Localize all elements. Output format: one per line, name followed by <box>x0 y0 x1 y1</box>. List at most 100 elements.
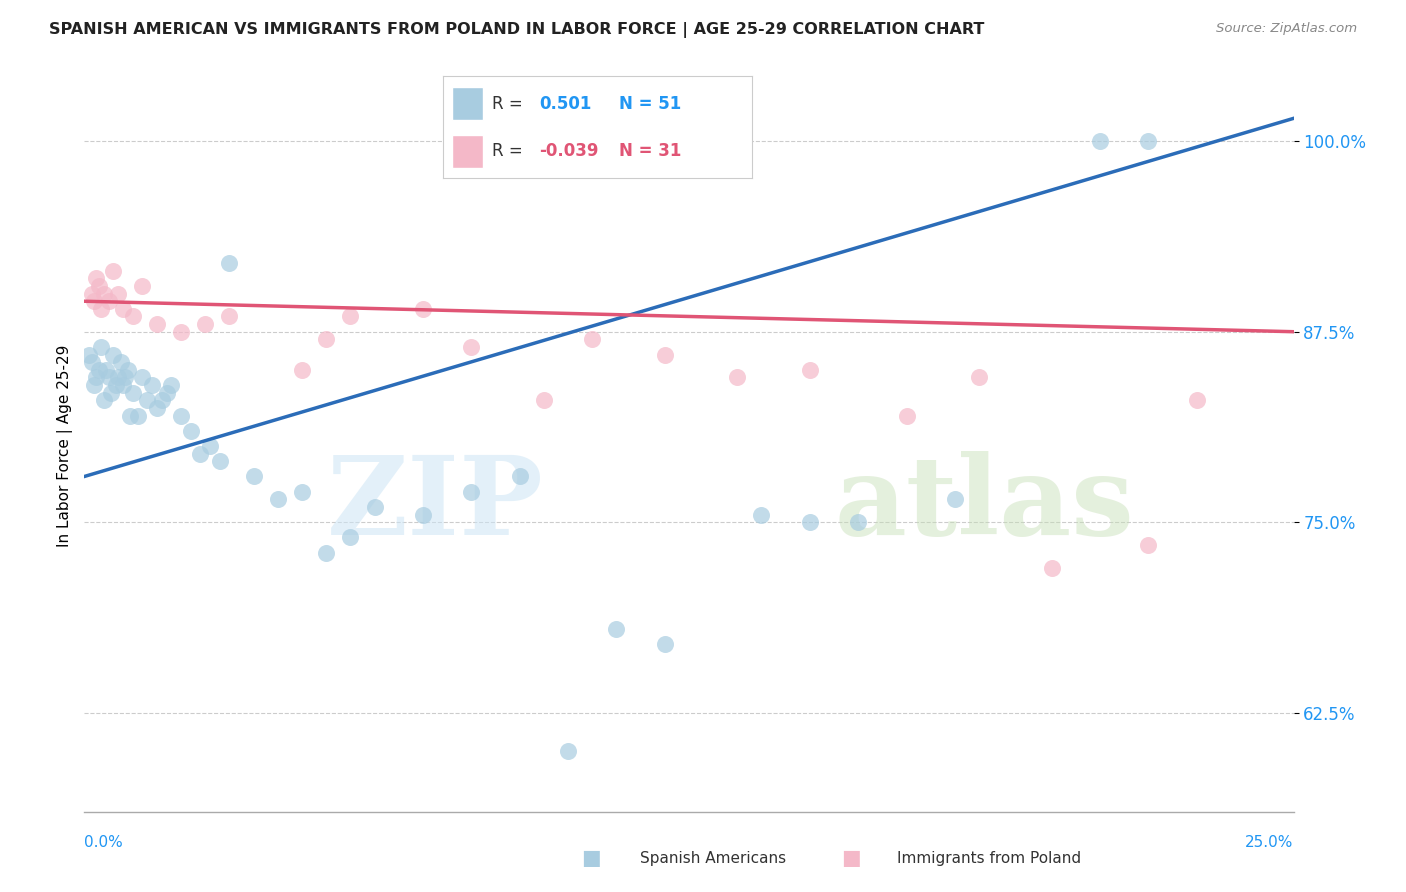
Point <box>180 424 202 438</box>
Point <box>218 310 240 324</box>
Point <box>725 370 748 384</box>
Point <box>460 484 482 499</box>
Point <box>654 637 676 651</box>
Point <box>509 469 531 483</box>
Point <box>83 378 105 392</box>
Point <box>131 279 153 293</box>
Point <box>846 515 869 529</box>
Point <box>127 409 149 423</box>
Point <box>198 439 221 453</box>
Point <box>896 409 918 423</box>
Point <box>146 317 169 331</box>
Point <box>110 355 132 369</box>
Bar <box>453 136 484 168</box>
Point <box>291 363 314 377</box>
Text: N = 31: N = 31 <box>619 142 682 160</box>
Point <box>94 363 117 377</box>
Point <box>170 325 193 339</box>
Text: -0.039: -0.039 <box>538 142 599 160</box>
Point <box>315 332 337 346</box>
Text: ZIP: ZIP <box>328 451 544 558</box>
Point <box>117 363 139 377</box>
Point <box>339 310 361 324</box>
Point <box>141 378 163 392</box>
Point <box>77 347 100 362</box>
Point <box>150 393 173 408</box>
Point <box>967 370 990 384</box>
Text: N = 51: N = 51 <box>619 95 682 112</box>
Point <box>100 385 122 400</box>
Text: ■: ■ <box>841 848 860 868</box>
Text: SPANISH AMERICAN VS IMMIGRANTS FROM POLAND IN LABOR FORCE | AGE 25-29 CORRELATIO: SPANISH AMERICAN VS IMMIGRANTS FROM POLA… <box>49 22 984 38</box>
Point <box>90 340 112 354</box>
Point <box>194 317 217 331</box>
Point <box>146 401 169 415</box>
Point <box>190 447 212 461</box>
Point <box>533 393 555 408</box>
Point <box>160 378 183 392</box>
Point <box>267 492 290 507</box>
Point <box>654 347 676 362</box>
Point <box>799 363 821 377</box>
Point <box>97 294 120 309</box>
Point <box>83 294 105 309</box>
Point <box>90 301 112 316</box>
Point <box>1137 134 1160 148</box>
Point <box>112 378 135 392</box>
Point <box>87 279 110 293</box>
Point <box>581 332 603 346</box>
Point <box>1137 538 1160 552</box>
Point <box>291 484 314 499</box>
Point <box>242 469 264 483</box>
Point <box>1185 393 1208 408</box>
Point <box>103 347 125 362</box>
Text: 0.501: 0.501 <box>538 95 591 112</box>
Text: R =: R = <box>492 95 529 112</box>
Point <box>87 363 110 377</box>
Point <box>131 370 153 384</box>
Text: R =: R = <box>492 142 529 160</box>
Point <box>112 301 135 316</box>
Text: Immigrants from Poland: Immigrants from Poland <box>897 851 1081 865</box>
Point <box>136 393 159 408</box>
Point <box>103 264 125 278</box>
Point <box>80 355 103 369</box>
Point <box>943 492 966 507</box>
Point <box>114 370 136 384</box>
Text: atlas: atlas <box>834 451 1133 558</box>
Point <box>107 286 129 301</box>
Point <box>339 530 361 544</box>
Text: ■: ■ <box>581 848 600 868</box>
Point <box>80 286 103 301</box>
Point <box>1088 134 1111 148</box>
Point <box>557 744 579 758</box>
Point <box>315 546 337 560</box>
Point <box>86 271 108 285</box>
Point <box>120 409 142 423</box>
Point <box>104 378 127 392</box>
Point <box>363 500 385 514</box>
Point <box>208 454 231 468</box>
Point <box>412 301 434 316</box>
Point <box>218 256 240 270</box>
Text: 0.0%: 0.0% <box>84 835 124 849</box>
Point <box>93 393 115 408</box>
Point <box>107 370 129 384</box>
Y-axis label: In Labor Force | Age 25-29: In Labor Force | Age 25-29 <box>58 345 73 547</box>
Bar <box>453 87 484 120</box>
Text: 25.0%: 25.0% <box>1246 835 1294 849</box>
Point <box>460 340 482 354</box>
Point <box>97 370 120 384</box>
Point <box>799 515 821 529</box>
Point <box>412 508 434 522</box>
Point <box>1040 561 1063 575</box>
Point <box>605 622 627 636</box>
Point <box>121 385 143 400</box>
Point <box>751 508 773 522</box>
Text: Spanish Americans: Spanish Americans <box>640 851 786 865</box>
Point <box>170 409 193 423</box>
Point <box>86 370 108 384</box>
Point <box>155 385 177 400</box>
Text: Source: ZipAtlas.com: Source: ZipAtlas.com <box>1216 22 1357 36</box>
Point <box>121 310 143 324</box>
